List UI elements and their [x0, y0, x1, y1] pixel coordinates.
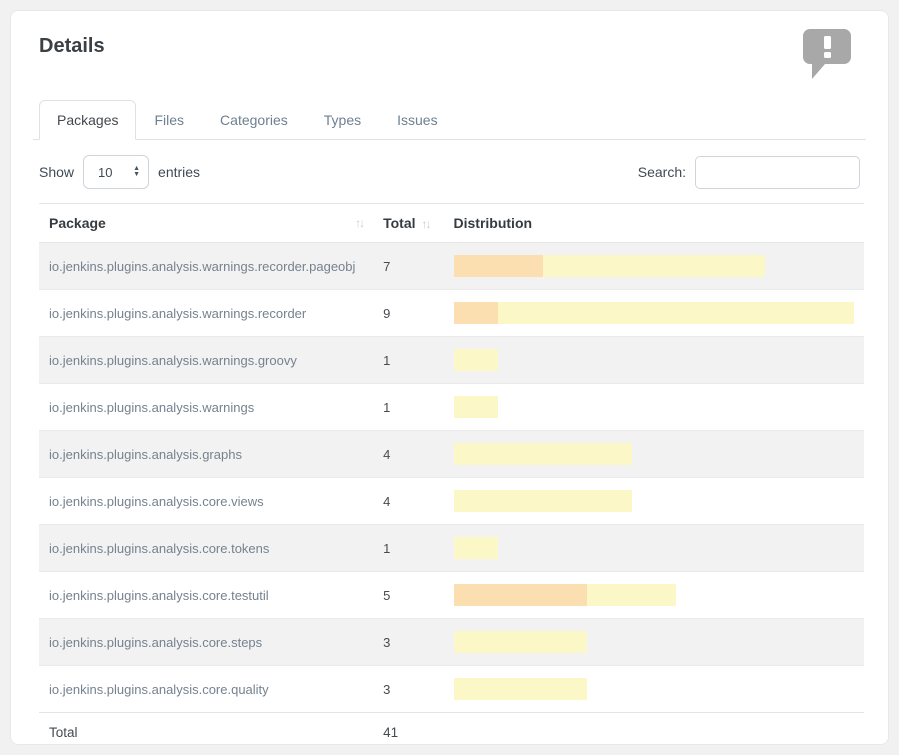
- total-count: 7: [383, 258, 391, 274]
- package-name-link[interactable]: io.jenkins.plugins.analysis.core.quality: [39, 665, 374, 713]
- tab-bar: Packages Files Categories Types Issues: [33, 100, 866, 140]
- card-header: Details: [33, 29, 866, 86]
- table-row: io.jenkins.plugins.analysis.graphs 4: [39, 430, 864, 478]
- tab-files[interactable]: Files: [154, 112, 185, 128]
- sort-icon: ↑↓: [355, 216, 365, 230]
- distribution-cell: [443, 524, 864, 572]
- package-name-link[interactable]: io.jenkins.plugins.analysis.core.tokens: [39, 524, 374, 572]
- table-row: io.jenkins.plugins.analysis.core.quality…: [39, 665, 864, 713]
- total-row: Total 41: [39, 712, 864, 744]
- distribution-cell: [443, 477, 864, 525]
- show-label: Show: [39, 164, 75, 180]
- total-count: 1: [373, 524, 444, 572]
- table-controls: Show 10 ▲ ▼ entries Search:: [39, 155, 860, 189]
- page-length-control: Show 10 ▲ ▼ entries: [39, 155, 200, 189]
- severity-segment-low: [453, 678, 587, 700]
- tab-types[interactable]: Types: [323, 112, 362, 128]
- distribution-bar: [453, 443, 855, 465]
- distribution-bar: [453, 349, 855, 371]
- total-count: 3: [373, 665, 444, 713]
- total-count: 3: [373, 618, 444, 666]
- column-header-distribution: Distribution: [443, 203, 864, 243]
- distribution-bar: [453, 302, 854, 324]
- severity-segment-low: [453, 490, 632, 512]
- table-row: io.jenkins.plugins.analysis.core.testuti…: [39, 571, 864, 619]
- table-body: io.jenkins.plugins.analysis.warnings.rec…: [39, 242, 865, 713]
- severity-segment-low: [453, 349, 498, 371]
- total-count: 1: [373, 336, 444, 384]
- table-row: io.jenkins.plugins.analysis.warnings.gro…: [39, 336, 864, 384]
- package-name-link[interactable]: io.jenkins.plugins.analysis.warnings.rec…: [49, 258, 356, 274]
- total-count: 4: [373, 477, 444, 525]
- details-card: Details Packages Files Categories Types Issu…: [10, 10, 889, 745]
- total-count: 9: [373, 289, 444, 337]
- distribution-bar: [453, 396, 855, 418]
- distribution-cell: [443, 336, 864, 384]
- package-name-link[interactable]: io.jenkins.plugins.analysis.warnings.rec…: [39, 289, 374, 337]
- search-label: Search:: [637, 164, 686, 180]
- package-name-link[interactable]: io.jenkins.plugins.analysis.warnings: [39, 383, 374, 431]
- distribution-cell: [443, 618, 864, 666]
- severity-segment-low: [453, 443, 632, 465]
- table-row: io.jenkins.plugins.analysis.core.views 4: [39, 477, 864, 525]
- search-control: Search:: [637, 155, 860, 189]
- total-count: 4: [373, 430, 444, 478]
- package-name-link[interactable]: io.jenkins.plugins.analysis.core.testuti…: [39, 571, 374, 619]
- distribution-cell: [443, 665, 864, 713]
- distribution-cell: [444, 243, 865, 290]
- tab-packages[interactable]: Packages: [39, 100, 137, 140]
- sort-icon: ↑↓: [421, 217, 432, 231]
- severity-segment-low: [453, 396, 498, 418]
- total-count: 1: [373, 383, 444, 431]
- severity-segment-low: [498, 302, 854, 324]
- distribution-cell: [443, 571, 864, 619]
- page-title: Details: [39, 35, 105, 57]
- page-length-select[interactable]: 10: [83, 155, 150, 189]
- severity-segment-low: [453, 537, 498, 559]
- distribution-bar: [453, 537, 855, 559]
- packages-table: Package ↑↓ Total ↑↓ Distribution io.jenkins.…: [39, 203, 865, 744]
- distribution-bar: [453, 678, 855, 700]
- severity-segment-normal: [453, 255, 543, 277]
- distribution-cell: [443, 383, 864, 431]
- package-name-link[interactable]: io.jenkins.plugins.analysis.core.steps: [39, 618, 374, 666]
- severity-segment-normal: [453, 302, 498, 324]
- distribution-cell: [443, 289, 864, 337]
- tab-issues[interactable]: Issues: [397, 112, 438, 128]
- distribution-cell: [443, 430, 864, 478]
- column-header-total[interactable]: Total ↑↓: [373, 203, 444, 243]
- distribution-bar: [453, 584, 855, 606]
- total-count: 5: [373, 571, 444, 619]
- severity-segment-low: [587, 584, 676, 606]
- table-header: Package ↑↓ Total ↑↓ Distribution: [39, 203, 864, 243]
- severity-segment-low: [542, 255, 765, 277]
- column-header-package[interactable]: Package ↑↓: [39, 203, 374, 243]
- comment-exclamation-icon: [803, 29, 852, 86]
- distribution-bar: [453, 631, 855, 653]
- table-row: io.jenkins.plugins.analysis.warnings 1: [39, 383, 864, 431]
- package-name-link[interactable]: io.jenkins.plugins.analysis.core.views: [39, 477, 374, 525]
- total-row-value: 41: [373, 712, 444, 744]
- tab-categories[interactable]: Categories: [220, 112, 288, 128]
- table-row: io.jenkins.plugins.analysis.warnings.rec…: [39, 289, 864, 337]
- entries-label: entries: [158, 164, 201, 180]
- package-name-link[interactable]: io.jenkins.plugins.analysis.warnings.gro…: [39, 336, 374, 384]
- table-row: io.jenkins.plugins.analysis.warnings.rec…: [39, 242, 865, 290]
- package-name-link[interactable]: io.jenkins.plugins.analysis.graphs: [39, 430, 374, 478]
- total-row-label: Total: [39, 712, 374, 744]
- distribution-bar: [453, 255, 855, 277]
- search-input[interactable]: [695, 155, 860, 189]
- table-row: io.jenkins.plugins.analysis.core.steps 3: [39, 618, 864, 666]
- distribution-bar: [453, 490, 855, 512]
- table-row: io.jenkins.plugins.analysis.core.tokens 1: [39, 524, 864, 572]
- severity-segment-normal: [453, 584, 587, 606]
- severity-segment-low: [453, 631, 587, 653]
